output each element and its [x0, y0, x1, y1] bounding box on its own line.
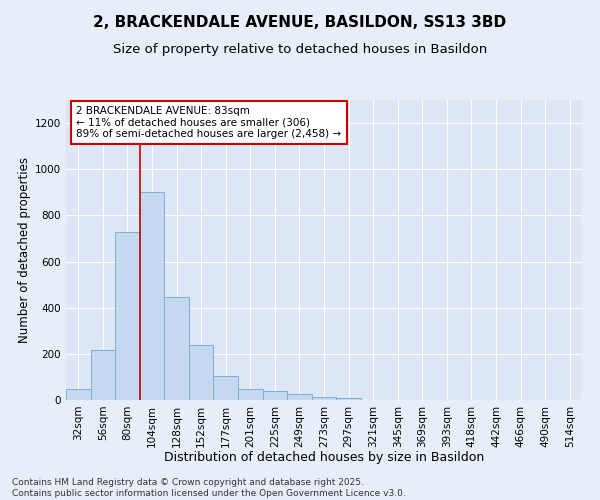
- Bar: [66, 389, 91, 400]
- Bar: [189, 345, 214, 400]
- Bar: [312, 396, 336, 400]
- Bar: [336, 398, 361, 400]
- Bar: [287, 394, 312, 400]
- Bar: [263, 391, 287, 400]
- Bar: [214, 376, 238, 400]
- X-axis label: Distribution of detached houses by size in Basildon: Distribution of detached houses by size …: [164, 451, 484, 464]
- Text: Contains HM Land Registry data © Crown copyright and database right 2025.
Contai: Contains HM Land Registry data © Crown c…: [12, 478, 406, 498]
- Text: 2, BRACKENDALE AVENUE, BASILDON, SS13 3BD: 2, BRACKENDALE AVENUE, BASILDON, SS13 3B…: [94, 15, 506, 30]
- Bar: [164, 297, 189, 400]
- Y-axis label: Number of detached properties: Number of detached properties: [18, 157, 31, 343]
- Bar: [91, 350, 115, 400]
- Text: 2 BRACKENDALE AVENUE: 83sqm
← 11% of detached houses are smaller (306)
89% of se: 2 BRACKENDALE AVENUE: 83sqm ← 11% of det…: [76, 106, 341, 139]
- Bar: [115, 232, 140, 400]
- Text: Size of property relative to detached houses in Basildon: Size of property relative to detached ho…: [113, 42, 487, 56]
- Bar: [238, 389, 263, 400]
- Bar: [140, 192, 164, 400]
